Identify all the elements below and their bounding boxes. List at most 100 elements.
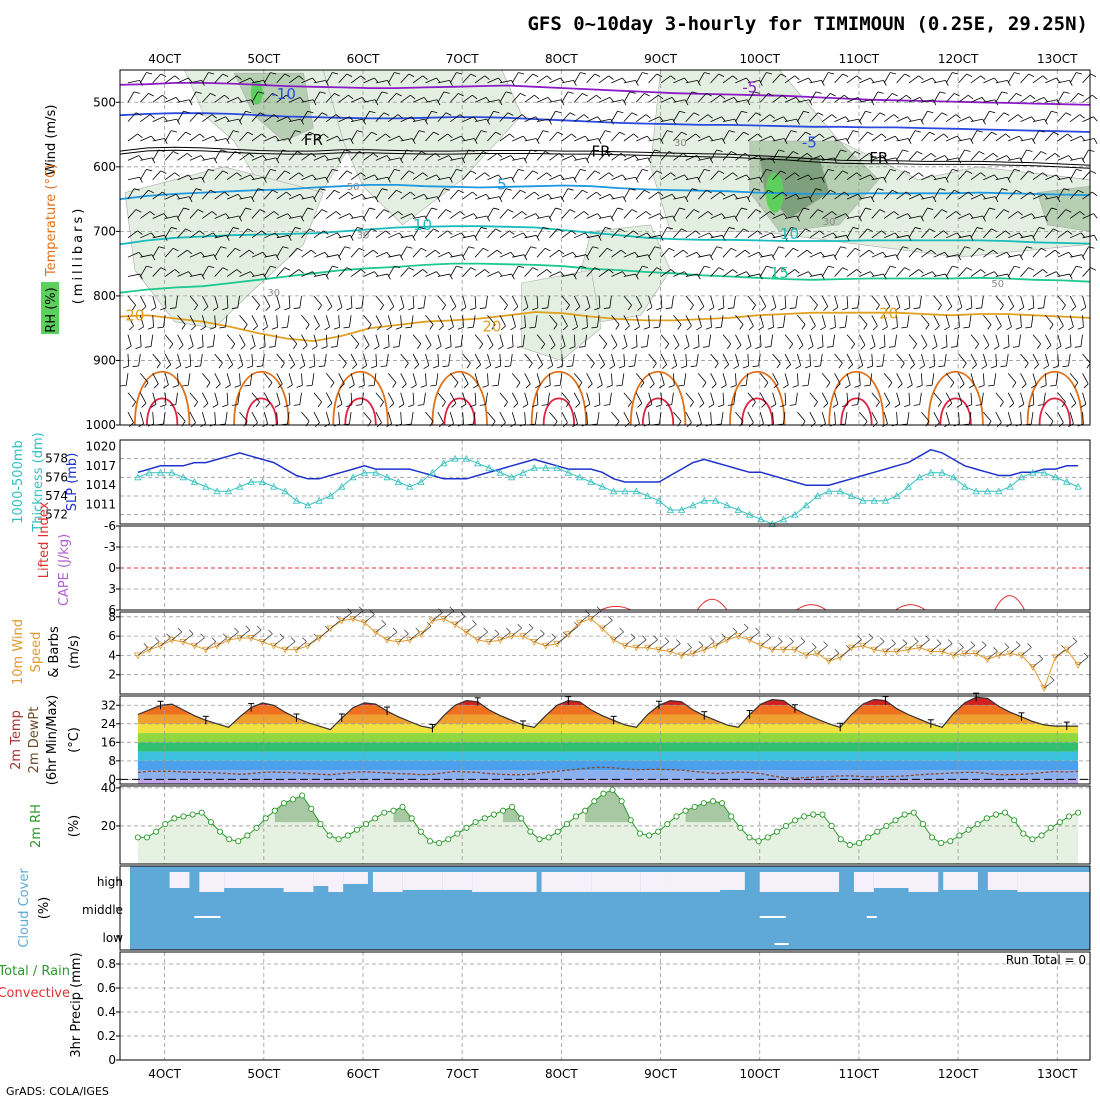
wind-barb-flag [894,403,901,408]
wind-barb [1080,334,1083,347]
wind-barb-flag [1016,92,1022,97]
wind-barb-flag [707,114,713,119]
rh2m-point [472,819,479,826]
wind-barb-flag [1012,346,1019,348]
wind-barb-flag [939,91,946,94]
wind-barb [648,412,650,425]
wind-barb [635,373,645,383]
wind-barb-flag [569,112,576,116]
wind-barb [871,155,883,161]
wind-barb-flag [992,249,999,255]
rh2m-point [910,809,917,816]
wind-barb [896,170,905,180]
wind-speed-point [496,637,505,644]
wind-barb-flag [525,383,531,389]
wind-barb [869,373,873,386]
wind-barb [1082,267,1091,277]
wind-barb [970,172,981,181]
wind-barb [908,130,916,142]
wind-barb-10m [398,633,409,643]
instability-ylabel-li: Lifted Index [37,501,52,578]
wind-barb-flag [766,168,773,172]
wind-barb-flag [457,326,464,330]
wind-barb [933,80,946,84]
wind-barb [1032,227,1040,239]
wind-barb [1032,295,1035,308]
wind-barb-flag [950,346,957,348]
wind-barb [549,315,558,325]
wind-barb-flag [1026,246,1033,249]
wind-barb-flag [795,193,801,200]
wind-barb-flag [394,72,401,75]
wind-barb-flag [331,346,338,348]
wind-barb [995,315,1002,327]
wind-barb-flag [261,230,267,235]
wind-barb [648,392,653,405]
wind-barb [189,411,196,423]
wind-barb-flag [805,228,811,232]
wind-barb [896,234,909,239]
wind-speed-point [609,637,618,644]
wind-speed-point [349,615,357,623]
wind-barb-flag [459,114,465,119]
cloud-level-high: high [97,875,123,889]
wind-barb-flag [256,365,263,368]
wind-barb [212,334,216,347]
wind-barb [834,267,843,277]
wind-barb-flag [778,149,785,152]
wind-barb-flag [624,325,630,331]
wind-barb [908,215,921,219]
wind-barb-flag [770,307,777,311]
wind-barb [871,230,882,239]
wind-barb [425,196,438,200]
wind-barb [164,392,167,405]
wind-barb [611,411,620,422]
wind-barb-flag [1068,252,1073,258]
wind-barb-flag [401,383,407,389]
wind-barb [226,151,236,161]
thickness-point [666,506,674,513]
wind-barb-flag [195,188,202,191]
wind-barb-flag [684,174,689,180]
wind-barb-flag [947,306,953,311]
wind-barb [871,353,874,366]
wind-barb [1045,111,1052,122]
wind-barb [462,213,474,219]
wind-barb-flag [404,362,409,369]
wind-barb-10m [1066,641,1077,650]
wind-barb [834,191,845,200]
wind-barb-flag [851,404,858,406]
wind-barb-flag [1058,325,1064,331]
wind-barb [772,373,779,385]
wind-barb [660,193,673,200]
rh2m-point [134,834,141,841]
wind-barb [524,234,537,239]
wind-barb [499,392,508,403]
wind-barb-flag [769,114,775,119]
wind-barb-flag [371,228,378,232]
wind-barb [685,392,694,403]
wind-barb [735,411,744,422]
wind-barb-flag [730,151,737,155]
wind-barb [251,209,261,219]
wind-barb-flag [684,271,689,277]
wind-barb [747,209,757,219]
wind-barb [412,392,415,405]
wind-barb [698,254,711,258]
wind-barb [127,392,136,403]
wind-barb-flag [290,364,296,370]
pres-frame [119,439,1091,525]
wind-barb [884,135,896,142]
wind-barb-flag [567,91,574,94]
wind-barb-flag [643,326,650,330]
wind-barb [586,213,598,219]
wind-barb [375,80,388,84]
wind-barb-flag [210,189,216,194]
wind-barb-flag [498,196,503,203]
wind-barb-flag [360,172,366,177]
wind-barb [574,157,587,161]
lifted-index-bump [600,605,632,611]
wind-barb-flag [573,80,577,86]
wind-barb-flag [782,384,789,389]
wind-barb [945,373,955,383]
